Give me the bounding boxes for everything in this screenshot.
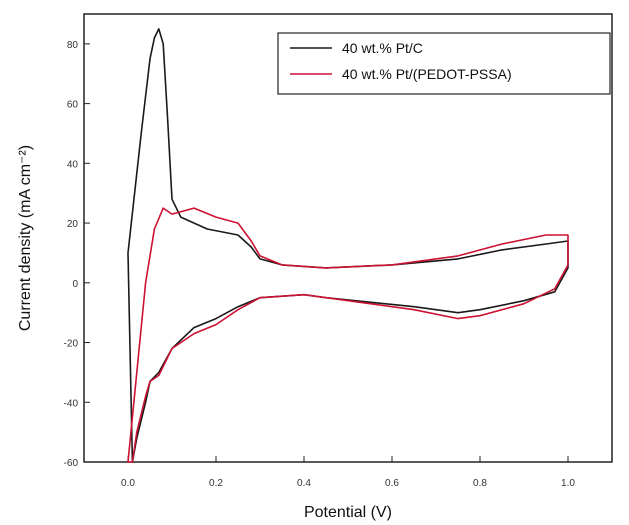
y-tick-label: -60 xyxy=(64,458,79,469)
x-tick-label: 0.8 xyxy=(473,478,487,489)
x-ticks: 0.0 0.2 0.4 0.6 0.8 1.0 xyxy=(121,456,575,489)
y-axis-title: Current density (mA cm⁻²) xyxy=(17,145,34,331)
y-tick-label: 0 xyxy=(72,279,78,290)
series-line-1 xyxy=(127,207,569,463)
plot-frame-group xyxy=(83,13,613,463)
y-tick-label: -40 xyxy=(64,398,79,409)
legend-label-0: 40 wt.% Pt/C xyxy=(342,40,423,56)
x-tick-label: 0.6 xyxy=(385,478,399,489)
x-tick-label: 0.0 xyxy=(121,478,135,489)
legend: 40 wt.% Pt/C 40 wt.% Pt/(PEDOT-PSSA) xyxy=(277,32,611,95)
legend-label-1: 40 wt.% Pt/(PEDOT-PSSA) xyxy=(342,66,512,82)
y-ticks: -60 -40 -20 0 20 40 60 80 xyxy=(64,40,90,469)
legend-box xyxy=(277,32,611,95)
y-tick-label: -20 xyxy=(64,339,79,350)
y-tick-label: 60 xyxy=(67,100,79,111)
y-tick-label: 80 xyxy=(67,40,79,51)
x-axis-title: Potential (V) xyxy=(304,504,392,521)
plot-frame xyxy=(83,13,613,463)
y-tick-label: 20 xyxy=(67,219,79,230)
series-lines xyxy=(127,28,569,463)
x-tick-label: 1.0 xyxy=(561,478,575,489)
y-tick-label: 40 xyxy=(67,159,79,170)
x-tick-label: 0.2 xyxy=(209,478,223,489)
x-tick-label: 0.4 xyxy=(297,478,311,489)
